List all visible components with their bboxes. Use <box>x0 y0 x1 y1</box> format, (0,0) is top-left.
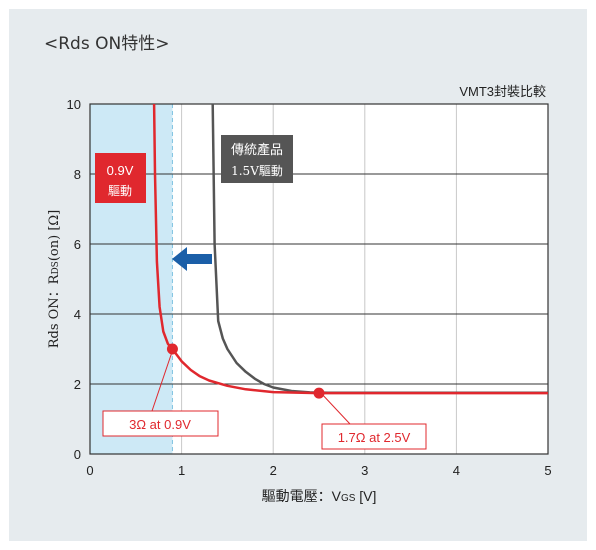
x-tick-label: 5 <box>544 463 551 478</box>
page-title: <Rds ON特性> <box>44 34 170 54</box>
y-tick-label: 8 <box>74 167 81 182</box>
y-tick-label: 10 <box>67 97 81 112</box>
drive-09v-label-line1: 0.9V <box>107 163 134 178</box>
marker-1-7ohm <box>313 387 325 399</box>
x-axis-label-main: 驅動電壓：V <box>262 488 342 504</box>
series-line-09v <box>152 103 548 395</box>
x-axis-label: 驅動電壓：VGS [V] <box>262 488 377 504</box>
callout-3ohm-text: 3Ω at 0.9V <box>129 417 191 432</box>
callout-line-3ohm <box>151 348 174 412</box>
callout-line-1-7ohm <box>319 391 351 425</box>
callout-box-3ohm <box>102 410 219 437</box>
y-tick-label: 0 <box>74 447 81 462</box>
y-axis-label-subscript: DS <box>51 261 61 274</box>
x-axis-label-subscript: GS <box>341 493 356 504</box>
drive-09v-label-line2: 驅動 <box>108 184 132 198</box>
marker-3ohm <box>166 343 178 355</box>
left-arrow-icon <box>172 247 212 271</box>
x-tick-label: 4 <box>453 463 460 478</box>
y-axis-label-unit: (on) [Ω] <box>47 210 62 261</box>
y-axis-label-main: Rds ON：R <box>47 273 62 348</box>
x-tick-label: 1 <box>178 463 185 478</box>
conventional-label-line1: 傳統產品 <box>231 142 283 158</box>
conventional-label-box <box>221 135 293 183</box>
drive-09v-label-box <box>95 153 146 203</box>
y-tick-label: 6 <box>74 237 81 252</box>
conventional-label-line2: 1.5V驅動 <box>231 164 283 178</box>
x-axis-label-unit: [V] <box>355 488 376 504</box>
y-tick-label: 4 <box>74 307 81 322</box>
y-tick-label: 2 <box>74 377 81 392</box>
x-tick-label: 3 <box>361 463 368 478</box>
callout-box-1-7ohm <box>321 423 427 450</box>
x-tick-label: 0 <box>86 463 93 478</box>
x-tick-label: 2 <box>270 463 277 478</box>
chart-subtitle: VMT3封裝比較 <box>459 84 546 99</box>
callout-1-7ohm-text: 1.7Ω at 2.5V <box>338 430 411 445</box>
y-axis-label: Rds ON：RDS(on) [Ω] <box>47 210 62 349</box>
plot-frame <box>89 103 549 455</box>
